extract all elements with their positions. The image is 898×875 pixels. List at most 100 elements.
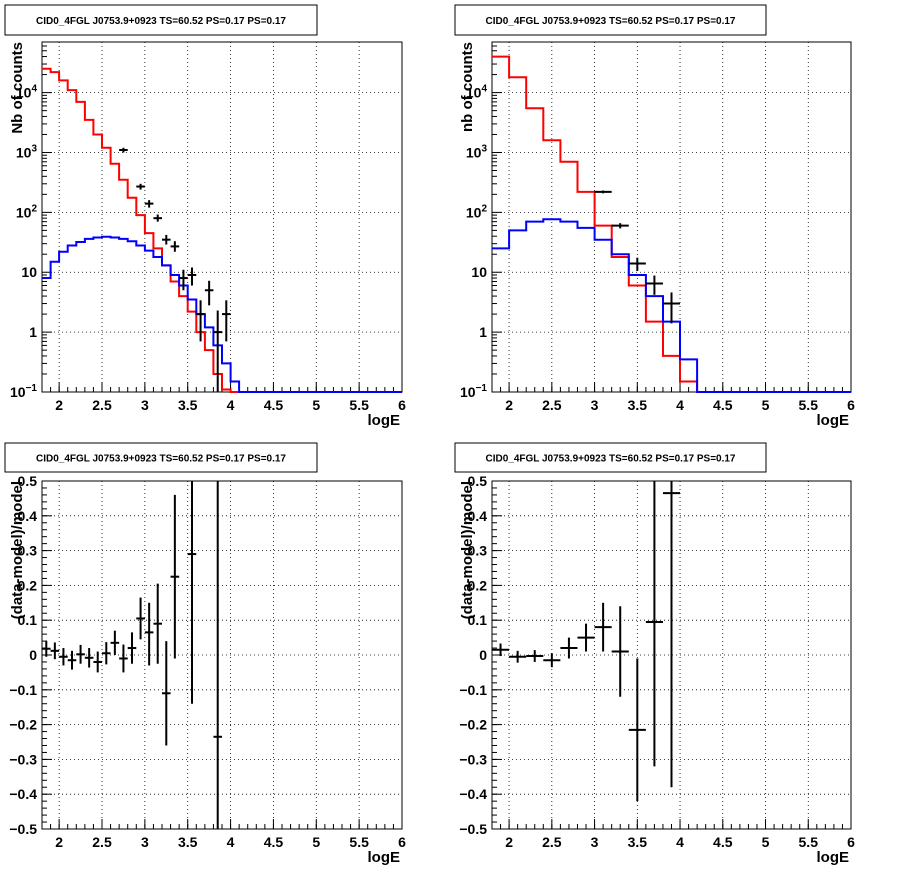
data-point	[196, 300, 205, 342]
data-point	[628, 658, 646, 802]
data-point	[42, 640, 51, 657]
y-tick-label: −0.3	[459, 751, 487, 767]
data-point	[179, 269, 188, 291]
data-point	[594, 190, 612, 194]
y-tick-label: 0.3	[18, 543, 38, 559]
x-tick-label: 2	[55, 397, 63, 413]
x-tick-label: 6	[398, 834, 406, 850]
data-point	[611, 606, 629, 697]
data-point	[144, 200, 154, 208]
x-tick-label: 5	[762, 834, 770, 850]
y-tick-label: 102	[466, 203, 488, 220]
plot-frame	[491, 41, 852, 393]
y-tick-label: 104	[16, 84, 38, 101]
panel-title: CID0_4FGL J0753.9+0923 TS=60.52 PS=0.17 …	[486, 16, 736, 27]
data-point	[645, 481, 663, 767]
data-point	[84, 648, 94, 668]
data-point	[162, 641, 171, 746]
y-axis-title: (data-model)/model	[9, 481, 26, 619]
x-tick-label: 6	[398, 397, 406, 413]
x-tick-label: 2	[55, 834, 63, 850]
data-point	[50, 642, 60, 660]
x-tick-label: 6	[847, 834, 855, 850]
x-tick-label: 3.5	[178, 834, 198, 850]
y-tick-label: 0.2	[18, 577, 38, 593]
y-tick-label: 10−1	[460, 383, 487, 400]
x-tick-label: 3	[141, 834, 149, 850]
x-tick-label: 4.5	[264, 834, 284, 850]
y-tick-label: 0	[479, 647, 487, 663]
data-point	[526, 650, 544, 662]
panel-bottom-right: CID0_4FGL J0753.9+0923 TS=60.52 PS=0.17 …	[454, 442, 855, 866]
data-point	[144, 602, 154, 666]
x-tick-label: 2.5	[92, 397, 112, 413]
data-point	[662, 481, 681, 788]
x-tick-label: 5	[762, 397, 770, 413]
data-point	[204, 280, 214, 306]
x-tick-label: 5.5	[799, 834, 819, 850]
x-axis-title: logE	[817, 412, 850, 429]
y-axis-title: Nb of counts	[9, 42, 26, 134]
data-point	[662, 292, 681, 324]
x-tick-label: 3	[591, 834, 599, 850]
y-axis-title: nb of counts	[459, 42, 476, 132]
data-point	[543, 653, 561, 668]
y-tick-label: 102	[16, 203, 38, 220]
y-tick-label: 1	[479, 324, 487, 340]
y-tick-label: −0.5	[459, 821, 487, 837]
x-tick-label: 4	[676, 834, 684, 850]
y-tick-label: 0.1	[18, 612, 38, 628]
y-tick-label: −0.2	[9, 717, 37, 733]
y-tick-label: 10	[471, 264, 487, 280]
y-axis-title: (data-model)/model	[459, 481, 476, 619]
x-tick-label: 3	[141, 397, 149, 413]
y-tick-label: −0.2	[459, 717, 487, 733]
x-tick-label: 5.5	[349, 397, 369, 413]
data-point	[153, 214, 162, 222]
x-tick-label: 2.5	[92, 834, 112, 850]
data-point	[76, 644, 85, 664]
data-point	[594, 602, 612, 652]
data-point	[213, 481, 222, 829]
y-tick-label: 0	[29, 647, 37, 663]
y-tick-label: 0.4	[18, 508, 38, 524]
x-tick-label: 5	[312, 397, 320, 413]
x-tick-label: 4	[227, 834, 235, 850]
data-point	[187, 267, 197, 286]
x-tick-label: 4.5	[713, 397, 733, 413]
y-tick-label: 0.3	[468, 543, 488, 559]
x-tick-label: 3	[591, 397, 599, 413]
data-point	[170, 494, 180, 659]
x-tick-label: 3.5	[628, 397, 648, 413]
x-axis-title: logE	[368, 412, 401, 429]
data-point	[127, 632, 137, 664]
data-point	[136, 597, 145, 640]
x-tick-label: 2	[505, 397, 513, 413]
y-tick-label: 10−1	[10, 383, 37, 400]
x-tick-label: 6	[847, 397, 855, 413]
x-tick-label: 2.5	[542, 834, 562, 850]
title-box	[454, 4, 767, 36]
plot-frame	[41, 41, 403, 393]
data-point	[119, 644, 128, 673]
x-tick-label: 2	[505, 834, 513, 850]
y-tick-label: 104	[466, 84, 488, 101]
y-tick-label: −0.4	[9, 786, 37, 802]
data-point	[187, 481, 197, 704]
panel-title: CID0_4FGL J0753.9+0923 TS=60.52 PS=0.17 …	[36, 16, 286, 27]
y-tick-label: 103	[466, 143, 488, 160]
x-axis-title: logE	[368, 849, 401, 866]
panel-top-right: CID0_4FGL J0753.9+0923 TS=60.52 PS=0.17 …	[454, 4, 855, 429]
y-tick-label: 0.4	[468, 508, 488, 524]
y-tick-label: −0.4	[459, 786, 487, 802]
data-point	[509, 650, 527, 663]
x-tick-label: 4.5	[264, 397, 284, 413]
y-tick-label: 103	[16, 143, 38, 160]
data-point	[162, 234, 171, 245]
data-point	[102, 642, 111, 665]
x-tick-label: 5.5	[799, 397, 819, 413]
data-point	[153, 583, 162, 664]
data-point	[136, 183, 145, 190]
panel-top-left: CID0_4FGL J0753.9+0923 TS=60.52 PS=0.17 …	[4, 4, 406, 429]
